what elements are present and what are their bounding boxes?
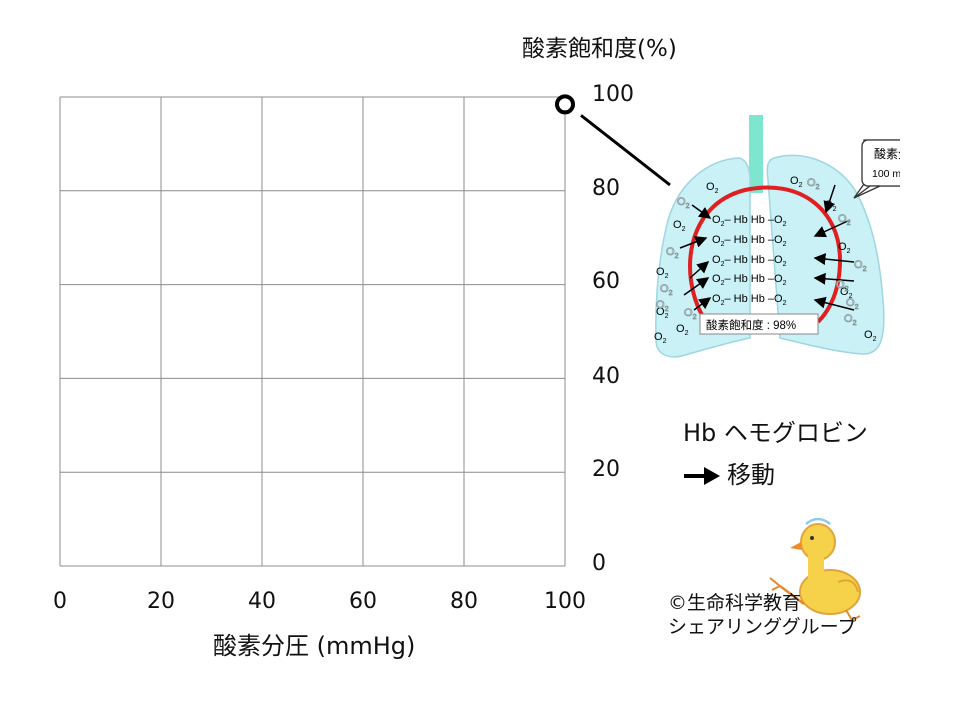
y-tick-80: 80 <box>592 176 620 201</box>
x-tick-0: 0 <box>53 589 67 614</box>
hb-row-2: O2– Hb Hb –O2 <box>712 234 787 248</box>
y-axis-title: 酸素飽和度(%) <box>522 36 677 62</box>
x-tick-100: 100 <box>544 589 586 614</box>
saturation-label: 酸素飽和度 : 98% <box>706 318 796 332</box>
hb-row-5: O2– Hb Hb –O2 <box>712 293 787 307</box>
legend-arrow-icon <box>684 467 720 485</box>
x-tick-80: 80 <box>450 589 478 614</box>
o2-labels: O2 O2 O2 O2 O2 O2 O2 O2 O2 O2 O2 <box>654 175 877 345</box>
callout-title: 酸素分圧 <box>874 146 900 161</box>
chart-points <box>555 94 575 115</box>
x-tick-60: 60 <box>349 589 377 614</box>
x-tick-20: 20 <box>147 589 175 614</box>
x-tick-40: 40 <box>248 589 276 614</box>
legend-hb: Hb ヘモグロビン <box>683 419 868 447</box>
callout-value: 100 mmHg <box>872 168 900 180</box>
hb-row-3: O2– Hb Hb –O2 <box>712 254 787 268</box>
legend-arrow-label: 移動 <box>727 461 775 489</box>
o2-arrows <box>679 184 855 311</box>
chart-grid <box>59 96 566 567</box>
hb-row-4: O2– Hb Hb –O2 <box>712 273 787 287</box>
blood-vessel <box>688 185 843 324</box>
x-axis-title: 酸素分圧 (mmHg) <box>213 632 416 660</box>
chick-illustration <box>769 517 861 621</box>
credit-line-1: ©生命科学教育 <box>668 592 802 614</box>
lung-illustration: O2– Hb Hb –O2 O2– Hb Hb –O2 O2– Hb Hb –O… <box>654 115 900 358</box>
y-tick-60: 60 <box>592 269 620 294</box>
saturation-box <box>699 313 819 335</box>
y-tick-20: 20 <box>592 457 620 482</box>
y-tick-0: 0 <box>592 551 606 576</box>
trachea-shape <box>749 115 763 193</box>
left-lung-shape <box>655 157 751 358</box>
data-point <box>555 94 575 115</box>
credit-line-2: シェアリンググループ <box>668 616 857 638</box>
hb-rows: O2– Hb Hb –O2 O2– Hb Hb –O2 O2– Hb Hb –O… <box>712 214 787 307</box>
y-tick-100: 100 <box>592 82 634 107</box>
hb-row-1: O2– Hb Hb –O2 <box>712 214 787 228</box>
y-tick-40: 40 <box>592 364 620 389</box>
pointer-line <box>580 114 671 187</box>
